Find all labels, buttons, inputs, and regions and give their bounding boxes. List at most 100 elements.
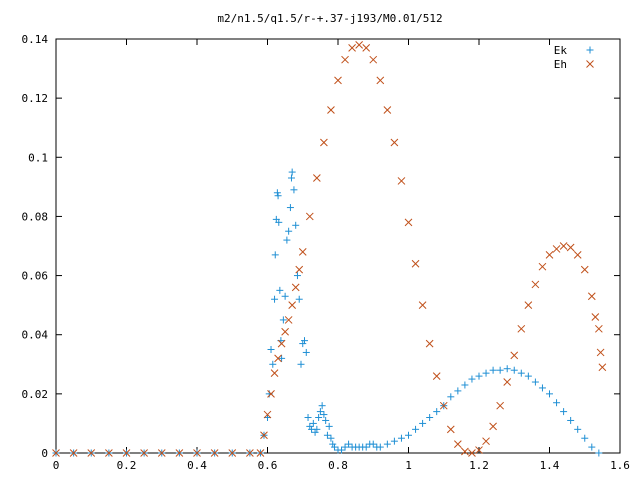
data-point bbox=[287, 174, 295, 182]
legend-label: Eh bbox=[554, 58, 567, 71]
data-point bbox=[598, 363, 607, 372]
data-point bbox=[291, 283, 300, 292]
data-point bbox=[276, 286, 284, 294]
data-point bbox=[482, 437, 490, 446]
data-point bbox=[496, 366, 504, 374]
data-point bbox=[503, 378, 512, 386]
data-point bbox=[376, 76, 385, 85]
data-point bbox=[412, 425, 420, 433]
data-point bbox=[552, 245, 561, 253]
y-tick-label: 0.02 bbox=[22, 388, 49, 401]
data-point bbox=[305, 212, 314, 221]
y-tick-label: 0 bbox=[41, 447, 48, 460]
data-point bbox=[524, 372, 532, 380]
data-point bbox=[327, 106, 335, 114]
data-point bbox=[397, 434, 405, 442]
data-point bbox=[503, 365, 511, 373]
x-tick-label: 1.6 bbox=[610, 459, 630, 472]
x-tick-label: 0 bbox=[53, 459, 60, 472]
data-point bbox=[105, 449, 113, 457]
data-point bbox=[482, 369, 490, 377]
series-layer bbox=[52, 41, 607, 457]
data-point bbox=[369, 440, 377, 448]
data-point bbox=[290, 186, 298, 194]
data-point bbox=[559, 242, 568, 250]
legend-marker bbox=[586, 60, 594, 68]
data-point bbox=[273, 189, 281, 197]
data-point bbox=[390, 437, 398, 445]
data-point bbox=[295, 265, 304, 274]
data-point bbox=[461, 447, 469, 456]
data-point bbox=[341, 55, 349, 64]
data-point bbox=[281, 292, 289, 300]
data-point bbox=[574, 425, 582, 433]
data-point bbox=[461, 381, 469, 389]
data-point bbox=[157, 449, 166, 457]
data-point bbox=[260, 431, 268, 440]
data-point bbox=[302, 348, 310, 356]
data-point bbox=[325, 422, 333, 430]
data-point bbox=[439, 401, 448, 410]
data-point bbox=[369, 55, 378, 64]
data-point bbox=[288, 168, 296, 176]
data-point bbox=[256, 449, 265, 457]
data-point bbox=[383, 106, 392, 114]
data-point bbox=[278, 354, 286, 362]
data-point bbox=[316, 408, 324, 416]
data-point bbox=[313, 425, 321, 433]
data-point bbox=[573, 251, 582, 259]
data-point bbox=[454, 387, 462, 395]
data-point bbox=[311, 428, 319, 436]
chart-title: m2/n1.5/q1.5/r-+.37-j193/M0.01/512 bbox=[217, 12, 442, 25]
data-point bbox=[320, 138, 328, 147]
data-point bbox=[318, 402, 326, 410]
data-point bbox=[312, 174, 321, 182]
x-tick-label: 0.6 bbox=[258, 459, 278, 472]
data-point bbox=[489, 422, 497, 431]
data-point bbox=[411, 259, 420, 268]
y-tick-label: 0.06 bbox=[22, 270, 49, 283]
data-point bbox=[405, 431, 412, 439]
data-point bbox=[510, 366, 518, 374]
x-tick-label: 0.4 bbox=[187, 459, 207, 472]
x-axis: 0 0.2 0.4 0.6 0.8 1 1.2 1.4 1.6 bbox=[53, 39, 630, 472]
data-point bbox=[279, 316, 287, 324]
data-point bbox=[553, 399, 561, 407]
data-point bbox=[595, 449, 603, 457]
data-point bbox=[334, 76, 342, 85]
data-point bbox=[304, 414, 312, 422]
data-point bbox=[295, 295, 303, 303]
data-point bbox=[285, 227, 293, 235]
data-point bbox=[284, 316, 293, 324]
data-point bbox=[87, 449, 96, 457]
data-point bbox=[447, 393, 455, 401]
data-point bbox=[510, 351, 519, 360]
y-tick-label: 0.12 bbox=[22, 92, 49, 105]
data-point bbox=[468, 375, 476, 383]
x-tick-label: 1 bbox=[405, 459, 412, 472]
y-tick-label: 0.14 bbox=[22, 33, 49, 46]
data-point bbox=[531, 280, 540, 289]
data-point bbox=[338, 446, 346, 454]
data-point bbox=[315, 414, 323, 422]
data-point bbox=[517, 324, 526, 333]
data-point bbox=[297, 360, 305, 368]
data-point bbox=[140, 449, 148, 457]
data-point bbox=[269, 360, 277, 368]
data-point bbox=[566, 243, 575, 252]
series-ek bbox=[52, 168, 603, 457]
data-point bbox=[330, 443, 338, 451]
x-tick-label: 1.2 bbox=[469, 459, 489, 472]
data-point bbox=[267, 390, 275, 398]
data-point bbox=[446, 425, 455, 434]
y-tick-label: 0.08 bbox=[22, 210, 49, 223]
data-point bbox=[210, 449, 219, 457]
x-tick-label: 0.8 bbox=[328, 459, 348, 472]
data-point bbox=[299, 340, 307, 348]
data-point bbox=[418, 301, 427, 309]
data-point bbox=[286, 204, 294, 212]
x-tick-label: 0.2 bbox=[117, 459, 137, 472]
data-point bbox=[267, 346, 275, 353]
data-point bbox=[587, 292, 596, 301]
